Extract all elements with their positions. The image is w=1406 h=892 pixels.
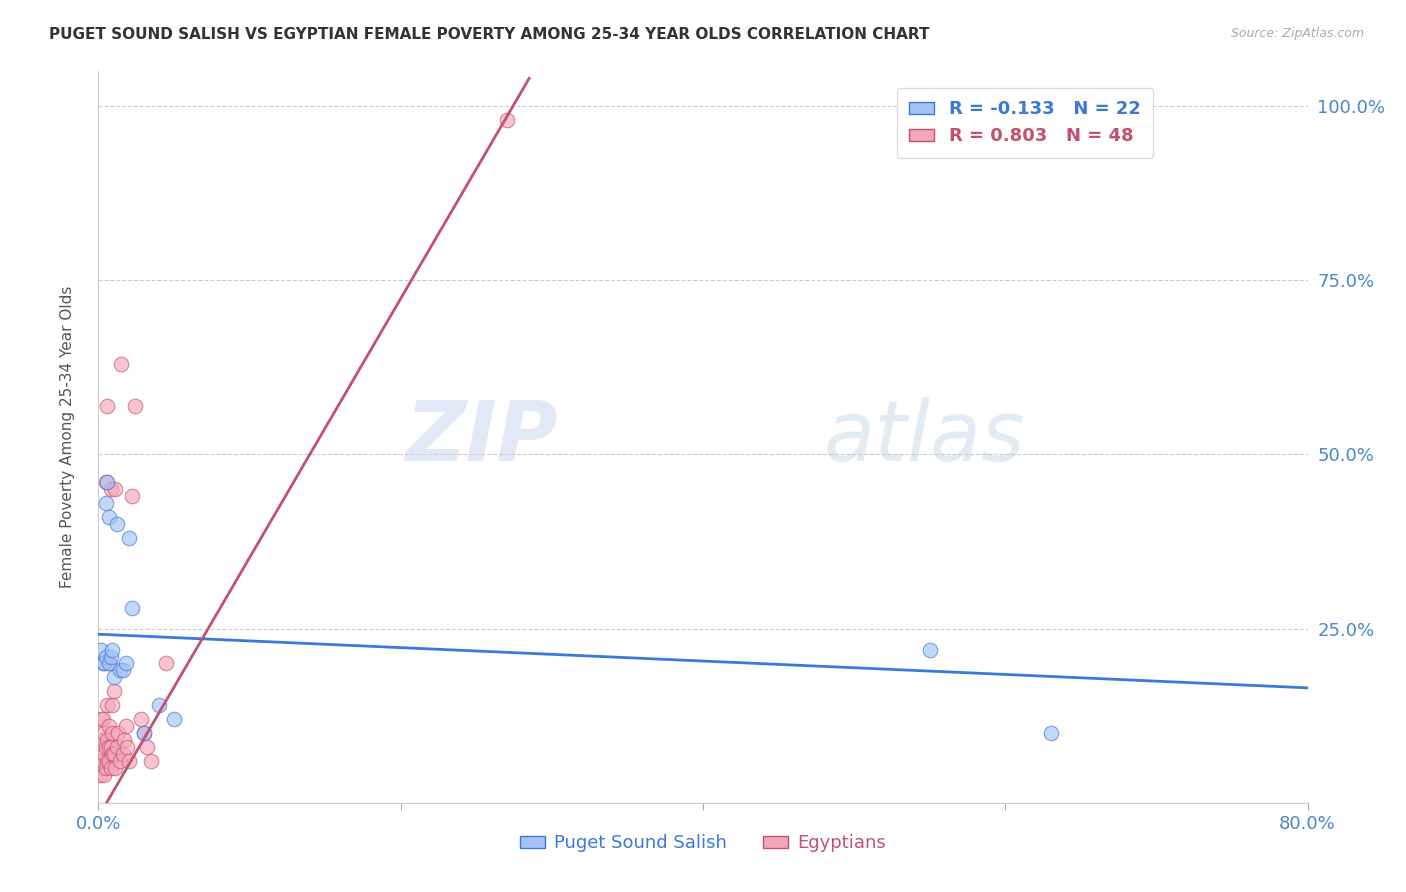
- Point: [91, 733, 114, 747]
- Point: [89, 740, 111, 755]
- Point: [90, 761, 112, 775]
- Point: [495, 113, 517, 128]
- Point: [93, 726, 115, 740]
- Point: [94, 475, 117, 490]
- Point: [96, 733, 118, 747]
- Point: [108, 664, 131, 678]
- Point: [918, 642, 941, 657]
- Point: [111, 747, 134, 761]
- Point: [121, 489, 143, 503]
- Point: [90, 712, 112, 726]
- Point: [100, 483, 122, 497]
- Point: [148, 698, 170, 713]
- Text: Source: ZipAtlas.com: Source: ZipAtlas.com: [1230, 27, 1364, 40]
- Text: atlas: atlas: [824, 397, 1025, 477]
- Point: [141, 754, 163, 768]
- Point: [1039, 726, 1062, 740]
- Point: [93, 657, 115, 671]
- Point: [129, 712, 152, 726]
- Point: [118, 531, 141, 545]
- Y-axis label: Female Poverty Among 25-34 Year Olds: Female Poverty Among 25-34 Year Olds: [60, 286, 75, 588]
- Point: [115, 740, 138, 755]
- Point: [103, 684, 125, 698]
- Point: [98, 657, 121, 671]
- Point: [98, 510, 121, 524]
- Point: [101, 642, 124, 657]
- Point: [96, 698, 118, 713]
- Point: [103, 670, 125, 684]
- Point: [101, 747, 124, 761]
- Point: [89, 768, 111, 782]
- Point: [94, 761, 117, 775]
- Point: [100, 740, 122, 755]
- Point: [108, 754, 131, 768]
- Legend: Puget Sound Salish, Egyptians: Puget Sound Salish, Egyptians: [513, 827, 893, 860]
- Point: [90, 642, 112, 657]
- Point: [91, 754, 114, 768]
- Point: [98, 657, 121, 671]
- Point: [98, 719, 121, 733]
- Point: [111, 664, 134, 678]
- Point: [110, 357, 132, 371]
- Point: [96, 475, 118, 490]
- Point: [104, 761, 127, 775]
- Point: [107, 726, 129, 740]
- Point: [163, 712, 186, 726]
- Point: [96, 754, 118, 768]
- Point: [114, 719, 136, 733]
- Point: [114, 657, 136, 671]
- Point: [121, 600, 143, 615]
- Point: [112, 733, 135, 747]
- Point: [101, 698, 124, 713]
- Point: [100, 649, 122, 664]
- Text: PUGET SOUND SALISH VS EGYPTIAN FEMALE POVERTY AMONG 25-34 YEAR OLDS CORRELATION : PUGET SOUND SALISH VS EGYPTIAN FEMALE PO…: [49, 27, 929, 42]
- Point: [94, 496, 117, 510]
- Point: [104, 483, 127, 497]
- Point: [93, 747, 115, 761]
- Point: [103, 747, 125, 761]
- Point: [94, 740, 117, 755]
- Point: [94, 649, 117, 664]
- Point: [98, 754, 121, 768]
- Point: [132, 726, 155, 740]
- Point: [124, 399, 146, 413]
- Point: [100, 761, 122, 775]
- Point: [98, 740, 121, 755]
- Point: [132, 726, 155, 740]
- Point: [91, 712, 114, 726]
- Point: [118, 754, 141, 768]
- Point: [93, 768, 115, 782]
- Point: [155, 657, 177, 671]
- Point: [101, 726, 124, 740]
- Point: [91, 657, 114, 671]
- Point: [96, 399, 118, 413]
- Point: [105, 517, 128, 532]
- Point: [105, 740, 128, 755]
- Text: ZIP: ZIP: [405, 397, 558, 477]
- Point: [135, 740, 157, 755]
